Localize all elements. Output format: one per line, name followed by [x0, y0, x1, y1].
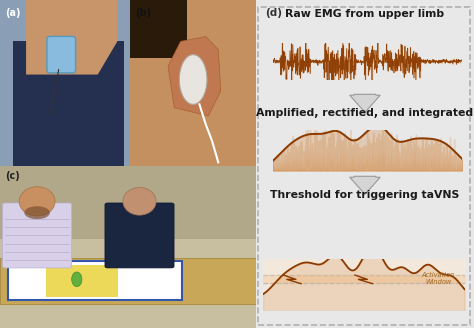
FancyBboxPatch shape	[8, 261, 182, 300]
FancyBboxPatch shape	[0, 0, 130, 166]
Text: Amplified, rectified, and integrated: Amplified, rectified, and integrated	[256, 108, 474, 117]
Polygon shape	[350, 176, 380, 194]
Text: (b): (b)	[136, 8, 152, 18]
FancyBboxPatch shape	[130, 0, 256, 166]
FancyBboxPatch shape	[0, 166, 256, 239]
Polygon shape	[168, 36, 221, 116]
FancyBboxPatch shape	[263, 259, 465, 310]
Ellipse shape	[123, 188, 156, 215]
Ellipse shape	[179, 55, 207, 104]
FancyBboxPatch shape	[13, 41, 124, 166]
FancyBboxPatch shape	[46, 265, 118, 297]
Text: (c): (c)	[5, 171, 20, 180]
Polygon shape	[26, 0, 118, 74]
Ellipse shape	[72, 272, 82, 287]
Text: Threshold for triggering taVNS: Threshold for triggering taVNS	[270, 190, 460, 200]
FancyBboxPatch shape	[130, 0, 187, 58]
Ellipse shape	[19, 187, 55, 216]
Text: (d): (d)	[264, 8, 282, 18]
FancyBboxPatch shape	[0, 166, 256, 328]
Text: Raw EMG from upper limb: Raw EMG from upper limb	[285, 9, 445, 19]
Ellipse shape	[24, 206, 50, 219]
Polygon shape	[350, 94, 380, 112]
FancyBboxPatch shape	[47, 36, 76, 73]
Text: (a): (a)	[5, 8, 21, 18]
FancyBboxPatch shape	[105, 203, 174, 268]
Text: Activation
Window: Activation Window	[422, 272, 455, 285]
FancyBboxPatch shape	[0, 258, 256, 304]
FancyBboxPatch shape	[2, 203, 72, 268]
